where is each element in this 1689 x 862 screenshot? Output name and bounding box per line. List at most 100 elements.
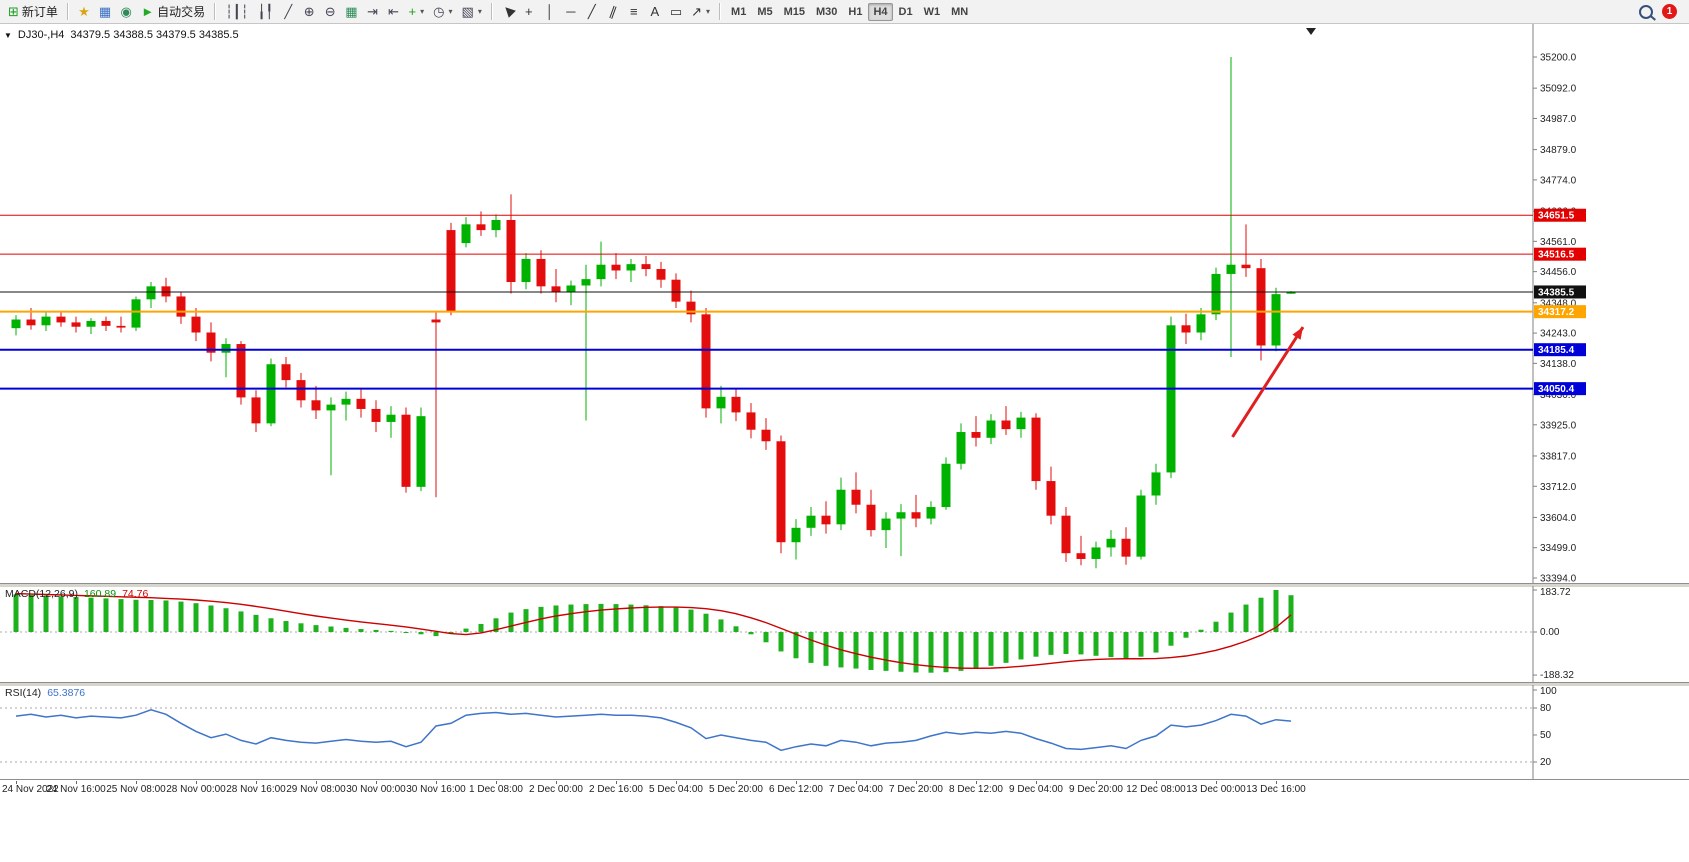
macd-bar <box>763 632 769 643</box>
candle-body <box>191 316 201 333</box>
metaeditor-button[interactable]: ★ <box>74 2 94 22</box>
candle-body <box>326 404 336 411</box>
scroll-to-end-marker[interactable] <box>1306 28 1316 35</box>
candle-body <box>881 518 891 531</box>
timeframe-h1[interactable]: H1 <box>843 3 867 21</box>
macd-name: MACD(12,26,9) <box>5 588 78 600</box>
candles-chart-button[interactable]: ╽╿ <box>254 2 278 22</box>
macd-bar <box>778 632 784 652</box>
autotrading-icon: ► <box>141 4 155 19</box>
time-axis[interactable]: 24 Nov 2022 24 Nov 16:00 25 Nov 08:00 28 No… <box>0 781 1689 797</box>
macd-bar <box>1168 632 1174 646</box>
channel-button[interactable]: ∥ <box>603 2 623 22</box>
horizontal-line-icon: ─ <box>566 4 576 19</box>
macd-bar <box>133 599 139 632</box>
candle-body <box>431 319 441 323</box>
rsi-value: 65.3876 <box>47 687 86 699</box>
macd-bar <box>553 605 559 632</box>
tile-windows-button[interactable]: ▦ <box>341 2 361 22</box>
macd-bar <box>643 605 649 632</box>
macd-bar <box>238 611 244 632</box>
timeframe-m1[interactable]: M1 <box>726 3 751 21</box>
channel-icon: ∥ <box>607 3 619 20</box>
macd-bar <box>703 613 709 632</box>
macd-bar <box>1018 632 1024 660</box>
label-button[interactable]: ▭ <box>666 2 686 22</box>
zoom-out-button[interactable]: ⊖ <box>320 2 340 22</box>
macd-panel[interactable]: 183.72 0.00 -188.32 <box>0 586 1689 682</box>
rsi-line <box>15 709 1292 752</box>
trend-arrow[interactable] <box>1231 326 1305 438</box>
arrows-button[interactable]: ↗ ▾ <box>687 2 714 22</box>
macd-bar <box>1048 632 1054 655</box>
template-button[interactable]: ▧ ▾ <box>458 2 486 22</box>
price-lines[interactable]: 34651.5 34516.5 34385.5 34317.2 34185.4 34050… <box>0 208 1586 396</box>
zoom-in-button[interactable]: ⊕ <box>299 2 319 22</box>
timeframe-w1[interactable]: W1 <box>919 3 946 21</box>
time-label: 5 Dec 04:00 <box>649 784 703 795</box>
timeframe-h4[interactable]: H4 <box>868 2 893 21</box>
timeframe-m15[interactable]: M15 <box>779 3 810 21</box>
timeframe-d1[interactable]: D1 <box>894 3 918 21</box>
macd-bar <box>913 632 919 673</box>
market-watch-button[interactable]: ◉ <box>116 2 136 22</box>
price-tick-label: 34030.0 <box>1540 390 1577 401</box>
time-label: 30 Nov 16:00 <box>406 784 466 795</box>
candle-body <box>101 320 111 326</box>
macd-bar <box>583 604 589 632</box>
cursor-icon: ▶ <box>498 2 517 21</box>
macd-bar <box>1138 632 1144 657</box>
text-button[interactable]: A <box>645 2 665 22</box>
chart-collapse-icon[interactable]: ▼ <box>4 30 12 40</box>
rsi-panel[interactable]: 100 80 50 20 <box>0 685 1689 779</box>
time-label: 7 Dec 20:00 <box>889 784 943 795</box>
candle-body <box>371 408 381 422</box>
macd-bar <box>748 632 754 635</box>
panel-divider[interactable] <box>0 682 1689 687</box>
candle-body <box>731 396 741 413</box>
period-button[interactable]: ◷ ▾ <box>429 2 456 22</box>
price-tag-label: 34516.5 <box>1538 250 1575 261</box>
time-label: 29 Nov 08:00 <box>286 784 346 795</box>
data-window-button[interactable]: ▦ <box>95 2 115 22</box>
candle-body <box>836 489 846 525</box>
time-label: 28 Nov 00:00 <box>166 784 226 795</box>
timeframe-m30[interactable]: M30 <box>811 3 842 21</box>
vertical-line-icon: │ <box>545 4 554 19</box>
candle-body <box>1256 268 1266 346</box>
price-tick-label: 34348.0 <box>1540 298 1577 309</box>
vertical-line-button[interactable]: │ <box>540 2 560 22</box>
line-chart-button[interactable]: ╱ <box>278 2 298 22</box>
bars-chart-button[interactable]: ┆┃┆ <box>221 2 252 22</box>
data-window-icon: ▦ <box>98 4 112 19</box>
search-button[interactable] <box>1635 2 1657 22</box>
panel-divider[interactable] <box>0 583 1689 588</box>
timeframe-mn[interactable]: MN <box>946 3 973 21</box>
annotations[interactable] <box>1231 326 1305 438</box>
fibonacci-button[interactable]: ≡ <box>624 2 644 22</box>
candle-body <box>71 322 81 327</box>
caret-down-icon: ▾ <box>448 7 453 16</box>
candle-body <box>416 416 426 487</box>
price-tag <box>1534 343 1586 357</box>
autotrading-button[interactable]: ► 自动交易 <box>137 2 209 22</box>
time-tick <box>676 781 677 784</box>
time-label: 25 Nov 08:00 <box>106 784 166 795</box>
trendline-button[interactable]: ╱ <box>582 2 602 22</box>
notification-badge[interactable]: 1 <box>1662 4 1677 19</box>
candle-body <box>116 325 126 328</box>
new-order-button[interactable]: ⊞ 新订单 <box>4 2 62 22</box>
candle-body <box>746 412 756 430</box>
main-chart[interactable]: 35200.035092.034987.034879.034774.034666… <box>0 24 1689 583</box>
macd-bar <box>673 607 679 632</box>
cursor-button[interactable]: ▶ <box>498 2 518 22</box>
timeframe-m5[interactable]: M5 <box>752 3 777 21</box>
chart-shift-button[interactable]: ⇤ <box>384 2 404 22</box>
horizontal-line-button[interactable]: ─ <box>561 2 581 22</box>
candles <box>11 57 1296 569</box>
crosshair-button[interactable]: + <box>519 2 539 22</box>
rsi-tick-label: 20 <box>1540 757 1552 768</box>
auto-scroll-button[interactable]: ⇥ <box>363 2 383 22</box>
new-indicator-button[interactable]: + ▾ <box>405 2 429 22</box>
